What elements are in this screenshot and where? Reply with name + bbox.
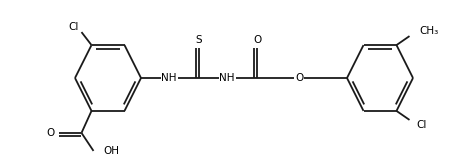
Text: Cl: Cl: [69, 22, 79, 32]
Text: O: O: [295, 73, 303, 83]
Text: S: S: [196, 35, 202, 45]
Text: CH₃: CH₃: [419, 26, 439, 36]
Text: OH: OH: [103, 146, 119, 156]
Text: O: O: [253, 35, 261, 45]
Text: NH: NH: [219, 73, 235, 83]
Text: Cl: Cl: [416, 120, 427, 130]
Text: O: O: [46, 128, 54, 138]
Text: NH: NH: [161, 73, 177, 83]
